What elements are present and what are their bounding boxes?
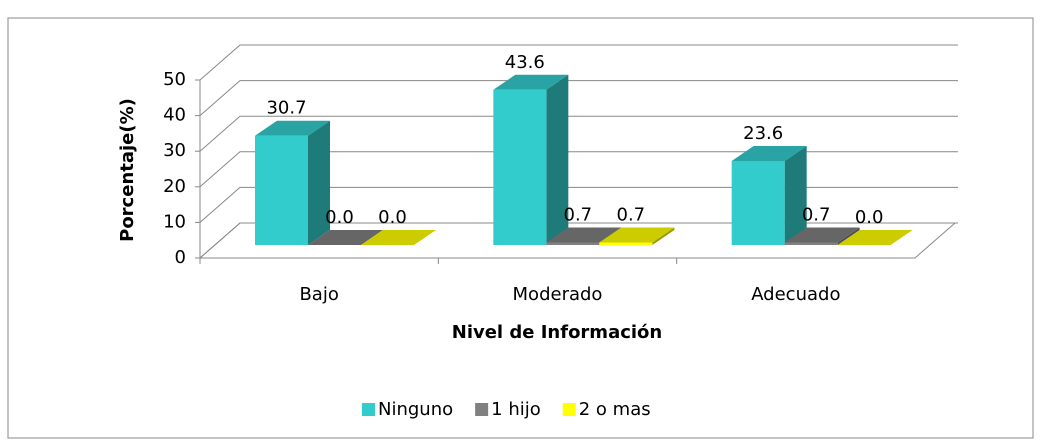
bar-face bbox=[731, 160, 785, 245]
value-label: 0.7 bbox=[802, 205, 831, 226]
legend-label: Ninguno bbox=[378, 399, 453, 420]
bar-face bbox=[546, 242, 600, 245]
bar-face bbox=[255, 120, 330, 136]
grid-line bbox=[199, 222, 958, 259]
bar bbox=[599, 227, 675, 245]
x-tick-label: Moderado bbox=[513, 284, 603, 305]
bar-face bbox=[784, 242, 838, 245]
bar bbox=[731, 145, 807, 245]
x-axis-title: Nivel de Información bbox=[452, 322, 662, 343]
value-label: 30.7 bbox=[266, 98, 306, 119]
grid-line bbox=[199, 44, 958, 81]
bar-face bbox=[837, 230, 913, 245]
bar bbox=[308, 230, 383, 245]
bar-face bbox=[255, 135, 308, 245]
y-tick-label: 10 bbox=[163, 211, 186, 232]
value-label: 23.6 bbox=[743, 123, 783, 144]
bar-face bbox=[493, 89, 547, 245]
bar-face bbox=[784, 227, 860, 243]
y-axis-title: Porcentaje(%) bbox=[117, 98, 138, 242]
bar-face bbox=[784, 145, 807, 245]
bar bbox=[255, 120, 330, 245]
bar-face bbox=[652, 227, 675, 245]
value-label: 0.0 bbox=[855, 207, 884, 228]
y-tick-label: 40 bbox=[163, 105, 186, 126]
bar-face bbox=[837, 227, 860, 245]
legend-swatch bbox=[475, 403, 489, 416]
legend-label: 1 hijo bbox=[491, 399, 541, 420]
bar bbox=[361, 230, 436, 245]
value-label: 0.7 bbox=[564, 205, 593, 226]
x-tick-label: Bajo bbox=[299, 284, 338, 305]
x-tick-label: Adecuado bbox=[751, 284, 840, 305]
y-tick-label: 20 bbox=[163, 176, 186, 197]
bar-face bbox=[308, 120, 330, 245]
value-label: 43.6 bbox=[505, 52, 545, 73]
y-tick-label: 30 bbox=[163, 140, 186, 161]
bar-face bbox=[599, 242, 653, 245]
grid-line bbox=[199, 186, 958, 223]
bar-face bbox=[546, 74, 569, 245]
bar bbox=[784, 227, 860, 245]
bar-face bbox=[731, 145, 807, 161]
bar bbox=[493, 74, 569, 245]
grid-line bbox=[199, 115, 958, 152]
bar-face bbox=[493, 74, 569, 90]
value-label: 0.0 bbox=[325, 207, 354, 228]
value-label: 0.0 bbox=[378, 207, 407, 228]
legend-swatch bbox=[362, 403, 375, 416]
legend-label: 2 o mas bbox=[579, 399, 651, 420]
bar-face bbox=[599, 227, 675, 243]
bar-face bbox=[308, 230, 383, 245]
bar bbox=[837, 230, 913, 245]
y-tick-label: 0 bbox=[175, 247, 186, 268]
grid-line bbox=[199, 80, 958, 116]
legend-swatch bbox=[562, 403, 576, 416]
bar-face bbox=[361, 230, 436, 245]
grid-line bbox=[199, 151, 958, 188]
y-tick-label: 50 bbox=[163, 69, 186, 90]
bar-face bbox=[546, 227, 622, 243]
value-label: 0.7 bbox=[617, 205, 646, 226]
